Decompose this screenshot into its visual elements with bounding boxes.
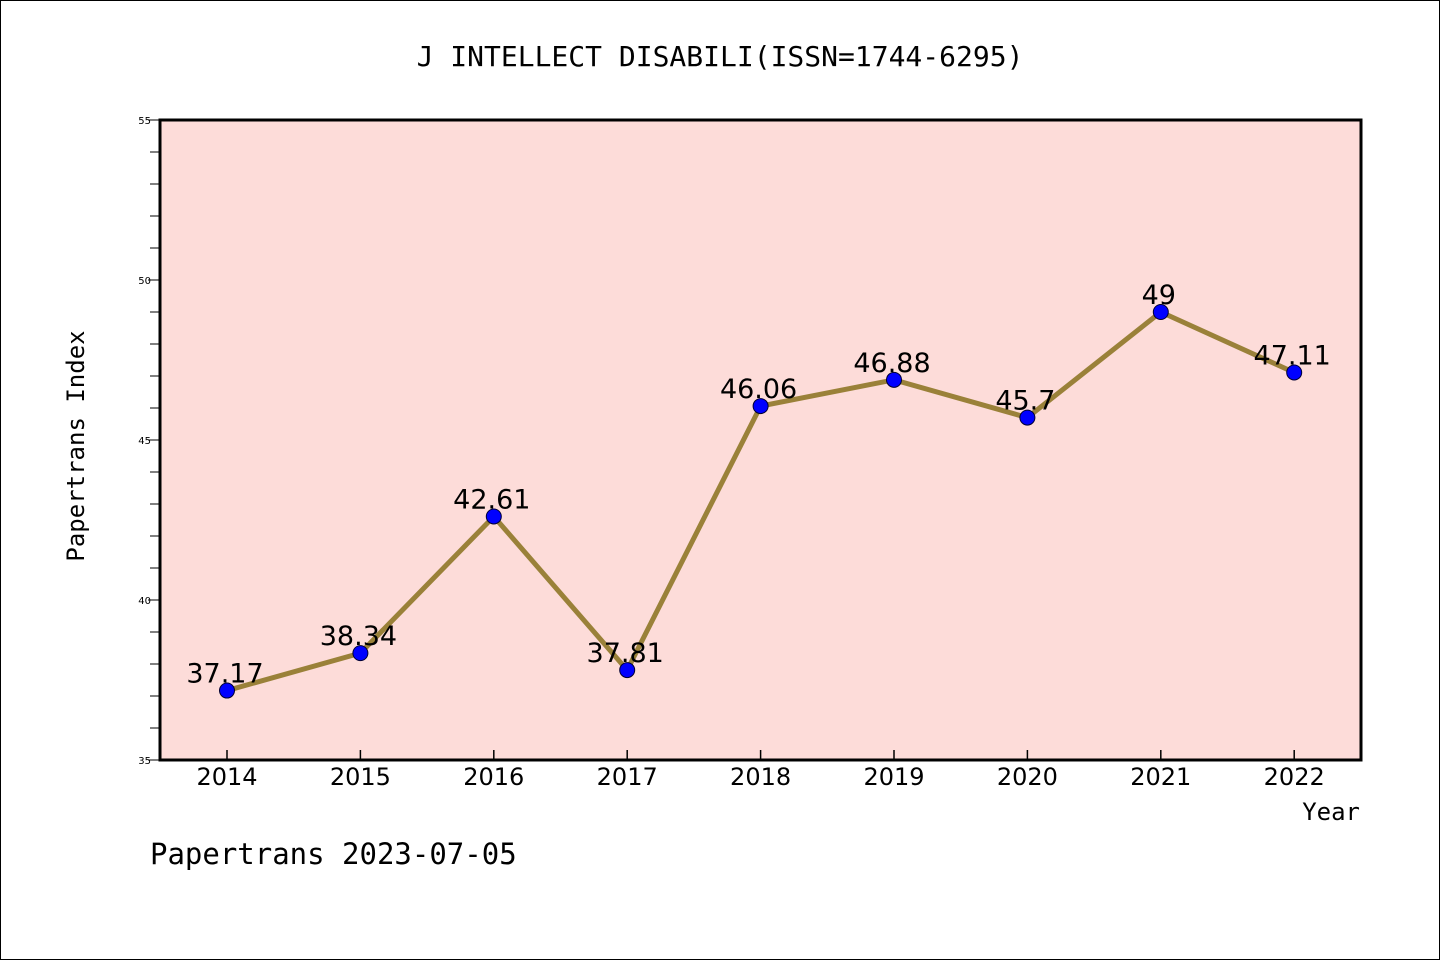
data-point xyxy=(485,508,502,525)
data-label: 42.61 xyxy=(453,484,530,515)
x-tick-label: 2022 xyxy=(1264,763,1325,791)
footer-stamp: Papertrans 2023-07-05 xyxy=(150,837,517,871)
data-label: 46.88 xyxy=(853,348,930,379)
chart-title: J INTELLECT DISABILI(ISSN=1744-6295) xyxy=(417,40,1024,73)
plot-area xyxy=(158,118,1363,762)
y-tick-label: 35 xyxy=(138,756,151,767)
data-point xyxy=(1019,409,1036,426)
x-axis-title: Year xyxy=(1302,798,1360,826)
x-tick-label: 2017 xyxy=(597,763,658,791)
data-label: 37.81 xyxy=(587,638,664,669)
y-axis-title: Papertrans Index xyxy=(62,330,90,561)
x-tick-label: 2016 xyxy=(463,763,524,791)
x-tick-label: 2014 xyxy=(196,763,257,791)
data-label: 47.11 xyxy=(1254,340,1331,371)
data-point xyxy=(619,662,636,679)
data-point xyxy=(886,371,902,388)
data-point xyxy=(1286,364,1303,381)
x-tick-label: 2020 xyxy=(997,763,1058,791)
data-label: 49 xyxy=(1142,280,1176,311)
data-point xyxy=(1152,304,1169,320)
data-label: 38.34 xyxy=(320,621,397,652)
data-point xyxy=(352,645,369,662)
data-label: 37.17 xyxy=(186,659,263,690)
y-tick-label: 45 xyxy=(138,436,151,447)
y-tick-label: 40 xyxy=(138,596,151,607)
y-tick-label: 55 xyxy=(138,116,151,127)
data-label: 45.7 xyxy=(995,386,1055,417)
y-axis: 35 40 45 50 55 xyxy=(138,116,160,767)
x-tick-label: 2021 xyxy=(1130,763,1191,791)
x-tick-label: 2019 xyxy=(863,763,924,791)
series-layer: 37.17 38.34 42.61 37.81 46.06 46.88 45.7 49 47.1… xyxy=(186,280,1331,699)
data-point xyxy=(752,398,769,415)
x-tick-label: 2015 xyxy=(330,763,391,791)
x-axis: 2014 2015 2016 2017 2018 2019 2020 2021 2022 xyxy=(196,750,1325,791)
x-tick-label: 2018 xyxy=(730,763,791,791)
data-point xyxy=(219,682,235,699)
data-label: 46.06 xyxy=(720,374,797,405)
y-tick-label: 50 xyxy=(138,276,151,287)
